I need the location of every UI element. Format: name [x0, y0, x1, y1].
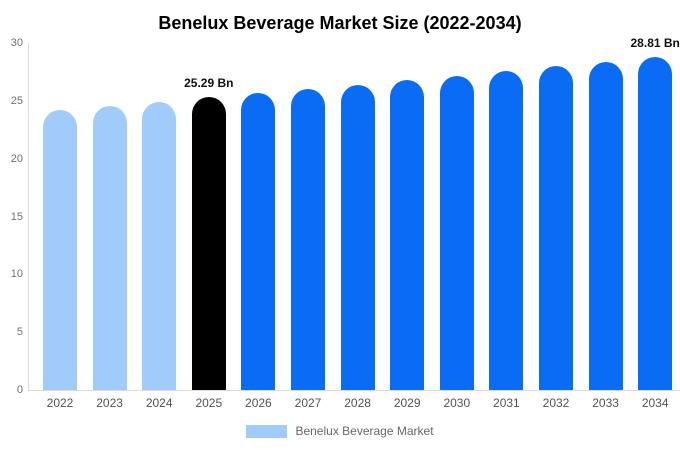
- y-tick-label: 30: [10, 37, 23, 49]
- x-tick-label-2027: 2027: [294, 396, 322, 410]
- y-tick-label: 5: [16, 326, 23, 339]
- bar-2030[interactable]: [439, 75, 474, 390]
- legend-label: Benelux Beverage Market: [295, 424, 434, 438]
- y-tick-label: 20: [10, 152, 23, 165]
- legend: Benelux Beverage Market: [0, 424, 680, 438]
- x-tick-label-2026: 2026: [245, 396, 272, 410]
- y-axis-line: [28, 43, 29, 391]
- chart-title: Benelux Beverage Market Size (2022-2034): [158, 13, 522, 33]
- x-tick-label-2023: 2023: [96, 396, 123, 410]
- bar-value-label-2034: 28.81 Bn: [630, 35, 680, 50]
- y-tick-label: 10: [10, 268, 23, 281]
- x-tick-label-2031: 2031: [493, 396, 520, 410]
- bar-2026[interactable]: [241, 93, 276, 390]
- x-tick-label-2033: 2033: [592, 396, 619, 410]
- x-tick-label-2034: 2034: [641, 396, 669, 410]
- x-tick-label-2022: 2022: [46, 396, 74, 410]
- x-tick-label-2025: 2025: [195, 396, 223, 410]
- x-tick-label-2024: 2024: [145, 396, 173, 410]
- bar-2025[interactable]: [191, 97, 226, 390]
- y-tick-label: 15: [10, 210, 23, 223]
- bar-2028[interactable]: [340, 84, 375, 390]
- x-tick-label-2028: 2028: [344, 396, 371, 410]
- bar-2022[interactable]: [43, 109, 77, 390]
- x-tick-label-2030: 2030: [443, 396, 471, 410]
- x-tick-label-2032: 2032: [542, 396, 570, 410]
- x-tick-label-2029: 2029: [393, 396, 421, 410]
- legend-swatch: [246, 424, 288, 438]
- bar-2027[interactable]: [291, 88, 325, 390]
- bar-2033[interactable]: [588, 61, 623, 390]
- bar-2032[interactable]: [539, 66, 573, 390]
- y-tick-label: 25: [10, 94, 23, 107]
- bar-2024[interactable]: [142, 101, 177, 390]
- bar-2031[interactable]: [489, 70, 524, 390]
- y-tick-label: 0: [16, 384, 23, 396]
- bar-value-label-2025: 25.29 Bn: [184, 76, 234, 91]
- x-axis-line: [28, 390, 680, 391]
- bar-2029[interactable]: [390, 80, 425, 390]
- legend-item-benelux-beverage-market[interactable]: Benelux Beverage Market: [246, 424, 434, 438]
- bar-2023[interactable]: [92, 105, 127, 390]
- bar-2034[interactable]: [638, 56, 673, 390]
